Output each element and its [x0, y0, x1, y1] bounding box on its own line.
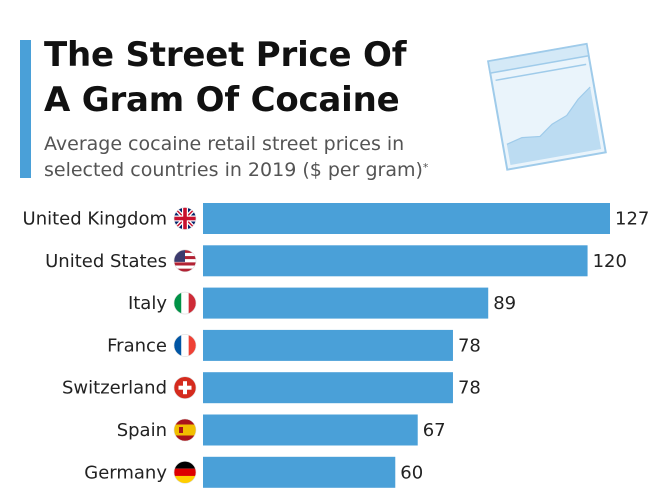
value-label: 60	[400, 462, 423, 483]
country-label: United States	[45, 251, 167, 272]
uk-flag-icon	[173, 207, 197, 230]
switzerland-flag-icon	[173, 376, 197, 400]
bag-icon	[486, 42, 607, 171]
title-line-1: The Street Price Of	[44, 35, 407, 75]
bar-uk	[203, 203, 610, 234]
country-label: Italy	[128, 293, 167, 314]
country-label: Switzerland	[62, 378, 167, 399]
country-label: Spain	[117, 420, 167, 441]
value-label: 127	[615, 209, 649, 230]
spain-flag-icon	[173, 418, 197, 442]
value-label: 89	[493, 293, 516, 314]
subtitle-line-1: Average cocaine retail street prices in	[44, 133, 405, 155]
accent-bar	[20, 40, 31, 178]
bar-spain	[203, 414, 418, 446]
bar-italy	[203, 287, 489, 319]
country-label: United Kingdom	[23, 209, 167, 230]
subtitle: Average cocaine retail street prices in …	[44, 131, 474, 183]
us-flag-icon	[173, 249, 197, 273]
value-label: 78	[458, 335, 481, 356]
footnote-marker: *	[422, 161, 429, 174]
page-title: The Street Price Of A Gram Of Cocaine	[44, 33, 407, 123]
bar-france	[203, 329, 453, 361]
subtitle-line-2: selected countries in 2019 ($ per gram)	[44, 159, 423, 181]
france-flag-icon	[173, 334, 197, 357]
value-label: 78	[458, 378, 481, 399]
value-label: 120	[593, 251, 627, 272]
italy-flag-icon	[173, 291, 197, 315]
country-label: Germany	[84, 462, 167, 483]
country-label: France	[107, 335, 167, 356]
bar-germany	[203, 456, 396, 488]
title-line-2: A Gram Of Cocaine	[44, 80, 400, 120]
value-label: 67	[423, 420, 446, 441]
germany-flag-icon	[173, 460, 197, 484]
bar-us	[203, 245, 588, 277]
bar-switzerland	[203, 372, 453, 404]
